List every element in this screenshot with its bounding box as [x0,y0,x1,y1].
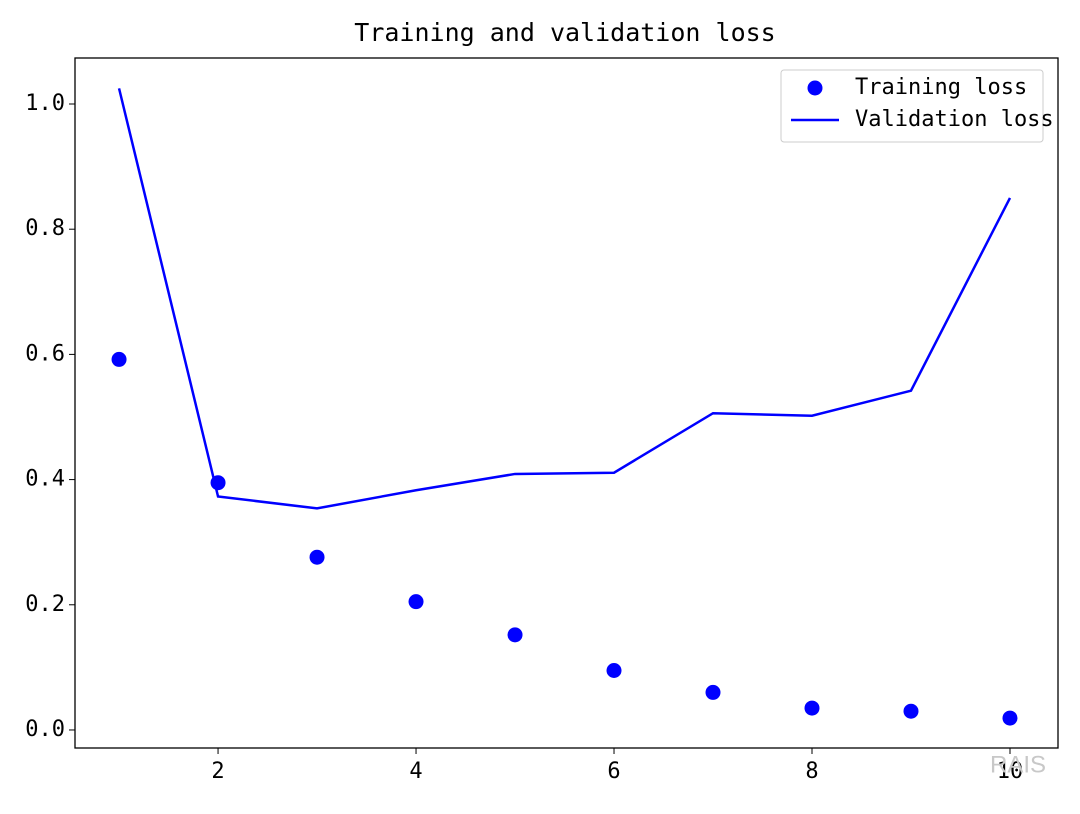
y-tick-label: 1.0 [25,91,65,116]
x-tick-label: 8 [805,759,818,784]
watermark: RAIS [990,751,1046,778]
x-tick-label: 2 [211,759,224,784]
x-tick-label: 10 [997,759,1024,784]
legend-label: Validation loss [855,107,1054,132]
y-tick-label: 0.6 [25,341,65,366]
chart-title: Training and validation loss [354,18,775,47]
legend-marker [807,80,823,96]
legend-label: Training loss [855,75,1027,100]
x-tick-label: 6 [607,759,620,784]
line [117,88,1012,510]
point [507,627,523,643]
y-tick-label: 0.4 [25,467,65,492]
y-tick-label: 0.0 [25,717,65,742]
x-tick-label: 4 [409,759,422,784]
plot-frame [74,57,1059,749]
legend-box [780,69,1044,143]
point [705,684,721,700]
point [606,663,622,679]
point [111,351,127,367]
point [804,700,820,716]
point [903,703,919,719]
y-tick-label: 0.2 [25,592,65,617]
point [408,594,424,610]
point [1002,710,1018,726]
point [309,549,325,565]
y-tick-label: 0.8 [25,216,65,241]
